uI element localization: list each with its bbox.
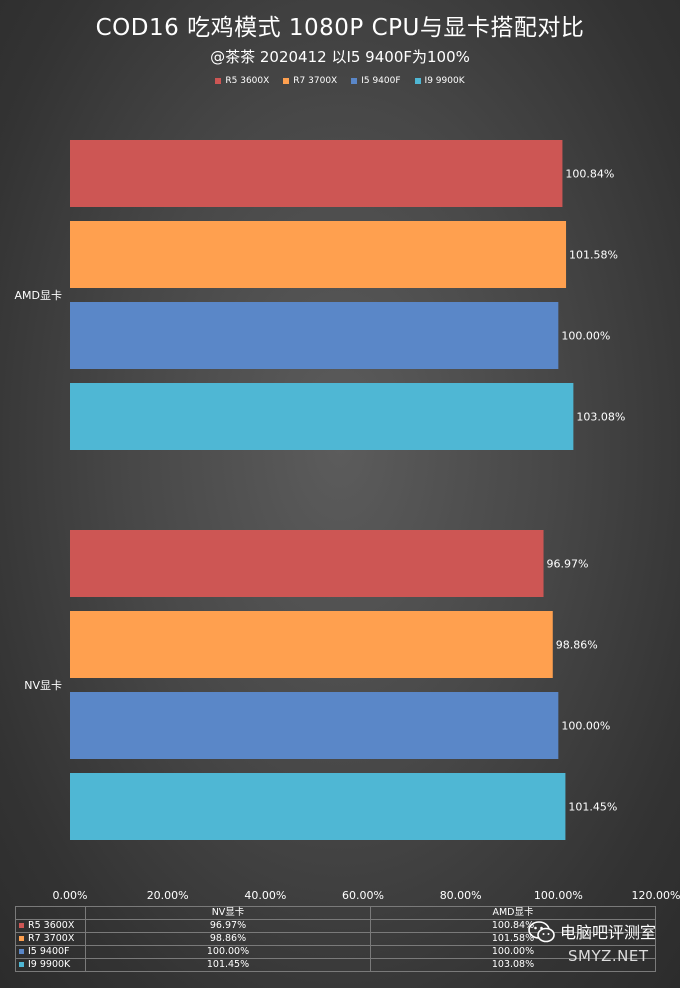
table-header-cell bbox=[15, 906, 86, 920]
table-header-cell: NV显卡 bbox=[85, 906, 371, 920]
row-key bbox=[19, 936, 24, 941]
bar bbox=[70, 773, 566, 840]
bar bbox=[70, 530, 544, 597]
legend-item: R7 3700X bbox=[283, 76, 337, 86]
legend-swatch bbox=[351, 78, 358, 84]
bar-value-label: 96.97% bbox=[547, 558, 589, 571]
table-cell: 96.97% bbox=[85, 919, 371, 933]
legend-label: I5 9400F bbox=[361, 76, 401, 86]
table-row-name: I5 9400F bbox=[28, 946, 70, 957]
legend-swatch bbox=[215, 78, 222, 84]
table-row-label: R5 3600X bbox=[15, 919, 86, 933]
table-row-name: R5 3600X bbox=[28, 920, 75, 931]
wechat-logo-icon bbox=[528, 921, 555, 943]
bar bbox=[70, 302, 559, 369]
x-tick-label: 40.00% bbox=[244, 889, 286, 902]
bar-value-label: 103.08% bbox=[576, 411, 625, 424]
table-cell: 103.08% bbox=[370, 958, 656, 972]
watermark: 电脑吧评测室 SMYZ.NET bbox=[528, 917, 668, 977]
bar-value-label: 100.00% bbox=[561, 720, 610, 733]
legend-item: I5 9400F bbox=[351, 76, 401, 86]
table-cell: 101.45% bbox=[85, 958, 371, 972]
legend-label: R5 3600X bbox=[225, 76, 270, 86]
legend-item: R5 3600X bbox=[215, 76, 269, 86]
table-cell: 100.00% bbox=[85, 945, 371, 959]
watermark-site: SMYZ.NET bbox=[568, 947, 649, 965]
bar bbox=[70, 611, 553, 678]
x-tick-label: 0.00% bbox=[53, 889, 88, 902]
x-tick-label: 120.00% bbox=[632, 889, 680, 902]
chart-legend: R5 3600X R7 3700X I5 9400F I9 9900K bbox=[0, 76, 680, 86]
table-row-label: I9 9900K bbox=[15, 958, 86, 972]
bar bbox=[70, 221, 567, 288]
table-row: I5 9400F 100.00% 100.00% bbox=[15, 945, 656, 959]
bar bbox=[70, 692, 559, 759]
legend-label: I9 9900K bbox=[424, 76, 465, 86]
bar-value-label: 98.86% bbox=[556, 639, 598, 652]
data-table: NV显卡 AMD显卡 R5 3600X 96.97% 100.84% R7 37… bbox=[15, 906, 656, 972]
legend-swatch bbox=[414, 78, 421, 84]
legend-label: R7 3700X bbox=[293, 76, 338, 86]
legend-item: I9 9900K bbox=[414, 76, 465, 86]
chart-title: COD16 吃鸡模式 1080P CPU与显卡搭配对比 bbox=[95, 15, 585, 41]
table-row-label: R7 3700X bbox=[15, 932, 86, 946]
row-key bbox=[19, 923, 24, 928]
bar bbox=[70, 383, 574, 450]
x-tick-label: 20.00% bbox=[147, 889, 189, 902]
bar-value-label: 100.00% bbox=[561, 330, 610, 343]
table-cell: 98.86% bbox=[85, 932, 371, 946]
bar-value-label: 101.58% bbox=[569, 249, 618, 262]
category-label: AMD显卡 bbox=[15, 289, 63, 302]
row-key bbox=[19, 962, 24, 967]
category-label: NV显卡 bbox=[24, 679, 62, 692]
chart-subtitle: @茶茶 2020412 以I5 9400F为100% bbox=[210, 48, 470, 66]
table-row: R7 3700X 98.86% 101.58% bbox=[15, 932, 656, 946]
bar bbox=[70, 140, 563, 207]
table-row-name: R7 3700X bbox=[28, 933, 75, 944]
bar-value-label: 100.84% bbox=[565, 168, 614, 181]
x-tick-label: 100.00% bbox=[534, 889, 583, 902]
x-tick-label: 80.00% bbox=[440, 889, 482, 902]
watermark-name: 电脑吧评测室 bbox=[560, 923, 657, 942]
table-row: I9 9900K 101.45% 103.08% bbox=[15, 958, 656, 972]
legend-swatch bbox=[283, 78, 290, 84]
table-row-label: I5 9400F bbox=[15, 945, 86, 959]
row-key bbox=[19, 949, 24, 954]
x-tick-label: 60.00% bbox=[342, 889, 384, 902]
bar-value-label: 101.45% bbox=[568, 801, 617, 814]
table-row-name: I9 9900K bbox=[28, 959, 71, 970]
